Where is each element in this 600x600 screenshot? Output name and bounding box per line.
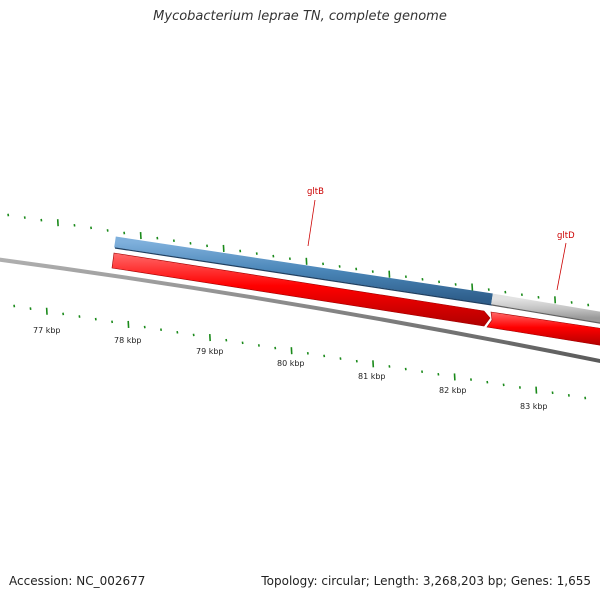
gene-arrow-gltB — [111, 252, 491, 327]
accession-label: Accession: NC_002677 — [9, 574, 146, 588]
inner-tick-ring — [13, 304, 587, 400]
gene-label-gltB: gltB — [307, 187, 324, 197]
cds-feature-blue-edge — [114, 247, 493, 306]
scale-label-80: 80 kbp — [277, 359, 305, 368]
gltD-leader — [556, 242, 567, 291]
cds-feature-blue — [114, 236, 493, 305]
cds-feature-gray — [491, 293, 600, 323]
cds-feature-gray-edge — [491, 304, 600, 324]
gene-arrow-gltD — [486, 311, 600, 346]
gene-label-gltD: gltD — [557, 231, 575, 241]
scale-label-77: 77 kbp — [33, 326, 61, 335]
scale-label-81: 81 kbp — [358, 372, 386, 381]
genome-backbone — [0, 257, 600, 364]
scale-label-79: 79 kbp — [196, 347, 224, 356]
scale-label-82: 82 kbp — [439, 386, 467, 395]
map-title: Mycobacterium leprae TN, complete genome — [153, 9, 447, 24]
outer-tick-ring — [7, 213, 590, 307]
genome-summary: Topology: circular; Length: 3,268,203 bp… — [261, 574, 591, 588]
gltB-leader — [307, 199, 316, 247]
scale-label-83: 83 kbp — [520, 402, 548, 411]
scale-label-78: 78 kbp — [114, 336, 142, 345]
